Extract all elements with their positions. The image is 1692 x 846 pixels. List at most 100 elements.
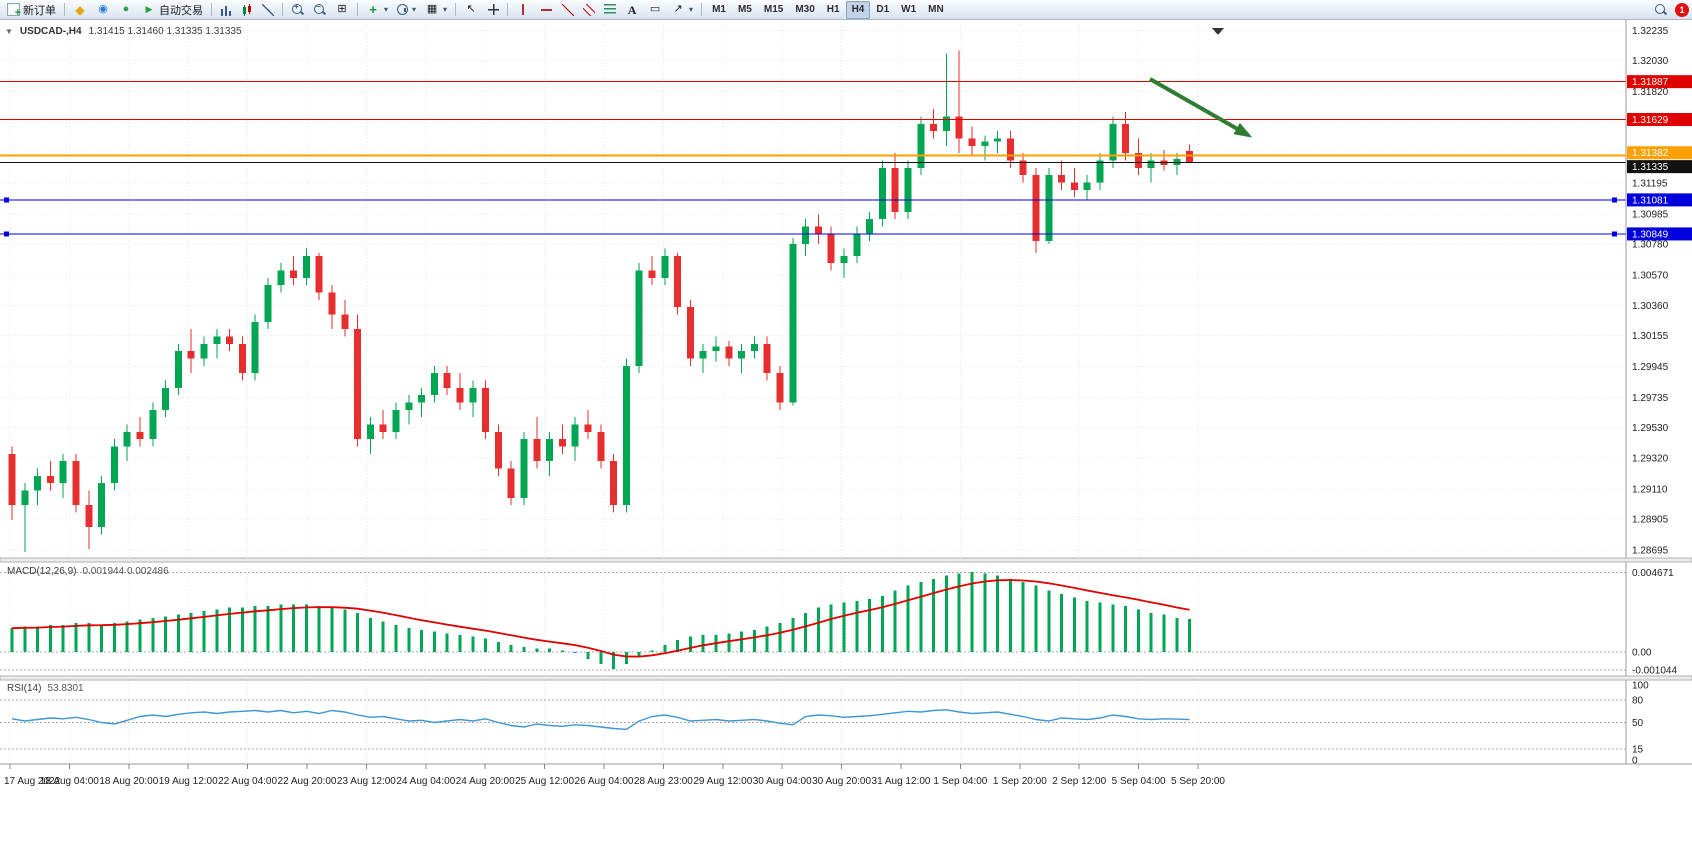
svg-text:1 Sep 20:00: 1 Sep 20:00 [993, 776, 1047, 787]
svg-text:1.28905: 1.28905 [1632, 515, 1669, 526]
toolbar-separator [357, 3, 358, 16]
grid-layer [0, 24, 1626, 764]
chevron-down-icon: ▾ [384, 5, 389, 14]
timeframe-m5-button[interactable]: M5 [737, 4, 752, 15]
bar-chart-icon [220, 3, 232, 16]
line-handle[interactable] [1612, 231, 1617, 237]
line-handle[interactable] [4, 197, 9, 203]
timeframe-m15-button[interactable]: M15 [763, 4, 784, 15]
templates-button[interactable]: ▦ ▾ [421, 1, 451, 19]
pane-divider[interactable] [0, 557, 1692, 563]
svg-text:0: 0 [1632, 756, 1638, 767]
svg-text:1.30780: 1.30780 [1632, 240, 1669, 251]
macd-label: MACD(12,26,9) [7, 566, 77, 577]
svg-text:30 Aug 20:00: 30 Aug 20:00 [812, 776, 871, 787]
svg-text:0.004671: 0.004671 [1632, 568, 1674, 579]
svg-text:24 Aug 04:00: 24 Aug 04:00 [396, 776, 455, 787]
price-axis[interactable] [1626, 20, 1692, 764]
timeframe-group: M1 M5 M15 M30 H1 H4 D1 W1 MN [706, 0, 950, 19]
timeframe-d1-button[interactable]: D1 [876, 4, 890, 15]
periods-button[interactable]: ▾ [393, 1, 420, 19]
svg-text:15: 15 [1632, 744, 1644, 755]
line-handle[interactable] [4, 231, 9, 237]
rsi-label: RSI(14) [7, 683, 42, 694]
svg-text:1.29110: 1.29110 [1632, 485, 1668, 496]
line-handle[interactable] [1612, 197, 1617, 203]
price-level-badge [1627, 75, 1692, 89]
svg-text:1.31195: 1.31195 [1632, 179, 1668, 190]
frame-layer [0, 20, 1692, 765]
svg-text:1.30570: 1.30570 [1632, 270, 1669, 281]
timeframe-mn-button[interactable]: MN [928, 4, 944, 15]
zoom-out-button[interactable]: − [309, 1, 330, 19]
text-tool-icon: A [627, 2, 637, 17]
annotations-layer [1149, 77, 1253, 138]
channel-button[interactable] [579, 1, 599, 19]
timeframe-w1-button[interactable]: W1 [901, 4, 917, 15]
chart-window: 1.322351.320301.318201.316101.314151.311… [0, 20, 1692, 846]
timeframe-h1-button[interactable]: H1 [826, 4, 840, 15]
candlestick-chart-button[interactable] [237, 1, 257, 19]
svg-text:1.31887: 1.31887 [1632, 77, 1669, 88]
svg-text:100: 100 [1632, 681, 1649, 692]
timeframe-h4-button[interactable]: H4 [845, 0, 871, 19]
vps-button[interactable]: ● [115, 1, 137, 19]
trendline-button[interactable] [558, 1, 578, 19]
timeframe-m1-button[interactable]: M1 [712, 4, 726, 15]
time-axis[interactable] [0, 764, 1692, 794]
oneclick-expand-ic­on[interactable]: ▼ [5, 27, 13, 36]
text-label-button[interactable]: ▭ [644, 1, 666, 19]
horizontal-line-button[interactable] [535, 1, 557, 19]
svg-text:30 Aug 04:00: 30 Aug 04:00 [753, 776, 812, 787]
svg-text:1.30155: 1.30155 [1632, 331, 1669, 342]
arrows-tool-button[interactable]: ↗ ▾ [667, 1, 697, 19]
market-icon: ◆ [75, 2, 85, 17]
fibonacci-button[interactable] [600, 1, 620, 19]
chevron-down-icon: ▾ [689, 5, 694, 14]
svg-text:1 Sep 04:00: 1 Sep 04:00 [933, 776, 987, 787]
svg-text:24 Aug 20:00: 24 Aug 20:00 [456, 776, 515, 787]
new-order-label: 新订单 [23, 4, 56, 17]
chart-shift-marker[interactable] [1212, 28, 1224, 35]
tile-windows-button[interactable]: ⊞ [331, 1, 353, 19]
trend-arrow-annotation[interactable] [1149, 77, 1249, 137]
line-chart-button[interactable] [258, 1, 278, 19]
chevron-down-icon: ▾ [412, 5, 417, 14]
new-order-icon [7, 3, 21, 19]
text-label-icon: ▭ [649, 3, 661, 15]
chart-canvas[interactable]: 1.322351.320301.318201.316101.314151.311… [0, 20, 1692, 846]
text-tool-button[interactable]: A [621, 1, 643, 19]
main-toolbar: 新订单 ◆ ◉ ● ▶ 自动交易 + − ⊞ +▾ ▾ ▦▾ ↖ A ▭ ↗▾ … [0, 0, 1692, 20]
crosshair-button[interactable] [483, 1, 503, 19]
toolbar-separator [282, 3, 283, 16]
zoom-in-button[interactable]: + [287, 1, 308, 19]
indicators-button[interactable]: + ▾ [362, 1, 392, 19]
timeframe-m30-button[interactable]: M30 [795, 4, 815, 15]
svg-text:17 Aug 2022: 17 Aug 2022 [4, 776, 61, 787]
svg-text:0.00: 0.00 [1632, 648, 1652, 659]
new-order-button[interactable]: 新订单 [3, 1, 60, 19]
notification-badge[interactable]: 1 [1675, 2, 1689, 17]
vertical-line-button[interactable] [512, 1, 534, 19]
template-icon: ▦ [426, 3, 438, 15]
bar-chart-button[interactable] [216, 1, 236, 19]
svg-text:-0.001044: -0.001044 [1632, 665, 1677, 676]
svg-text:1.29945: 1.29945 [1632, 362, 1669, 373]
horizontal-line-icon [540, 8, 552, 11]
svg-text:22 Aug 20:00: 22 Aug 20:00 [278, 776, 337, 787]
pane-divider[interactable] [0, 675, 1692, 681]
cursor-button[interactable]: ↖ [460, 1, 482, 19]
market-button[interactable]: ◆ [69, 1, 91, 19]
price-level-badge [1627, 227, 1692, 241]
macd-pane-label: MACD(12,26,9) 0.001944 0.002486 [7, 566, 169, 577]
indicators-icon: + [369, 2, 377, 17]
svg-text:26 Aug 04:00: 26 Aug 04:00 [575, 776, 634, 787]
arrow-head [1233, 122, 1253, 138]
signals-button[interactable]: ◉ [92, 1, 114, 19]
candlestick-chart-icon [241, 3, 253, 16]
autotrading-button[interactable]: ▶ 自动交易 [138, 1, 207, 19]
svg-text:1.31081: 1.31081 [1632, 195, 1669, 206]
svg-text:22 Aug 04:00: 22 Aug 04:00 [218, 776, 277, 787]
price-level-badge [1627, 160, 1692, 174]
search-button[interactable] [1650, 1, 1671, 19]
